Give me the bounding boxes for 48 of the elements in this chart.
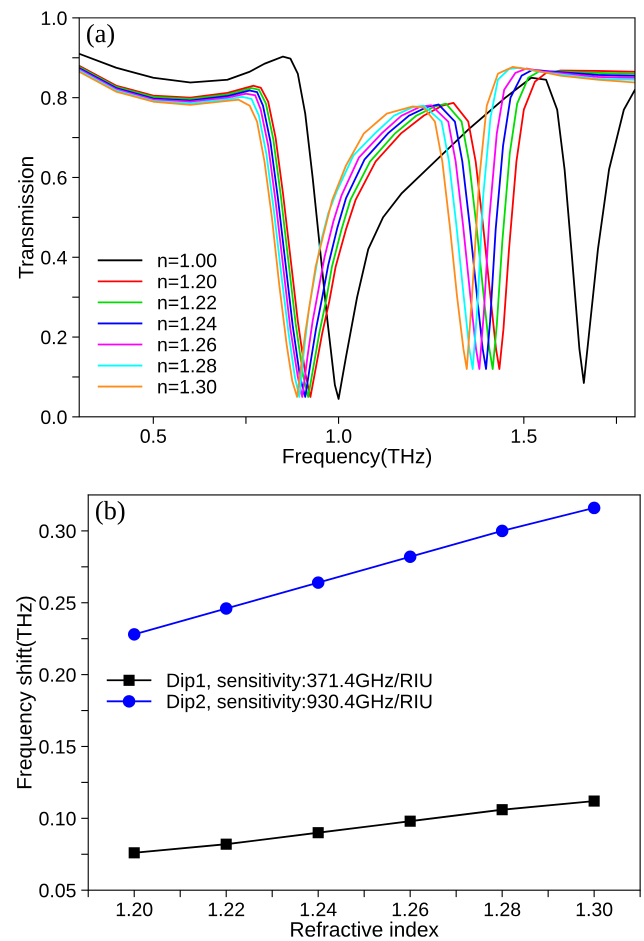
legend-label: Dip2, sensitivity:930.4GHz/RIU bbox=[168, 694, 432, 712]
y-axis-title: Transmission bbox=[18, 157, 34, 278]
y-tick-label: 0.6 bbox=[41, 170, 67, 185]
y-tick-label: 0.05 bbox=[39, 884, 76, 898]
legend-label: n=1.30 bbox=[158, 380, 216, 394]
text: 0.10 bbox=[39, 812, 76, 826]
point bbox=[312, 576, 324, 589]
y-tick-label: 0.15 bbox=[39, 740, 76, 754]
point bbox=[496, 524, 508, 538]
legend-label: n=1.28 bbox=[158, 358, 216, 373]
y-axis-title: Frequency shift(THz) bbox=[16, 596, 36, 788]
annotation: (b) bbox=[96, 500, 124, 525]
y-tick-label: 0.25 bbox=[39, 596, 76, 610]
x-tick-label: 0.5 bbox=[140, 429, 166, 443]
x-tick-label: 1.5 bbox=[512, 429, 537, 443]
x-tick-label: 1.26 bbox=[392, 902, 428, 916]
text: 1.20 bbox=[116, 902, 152, 916]
y-tick-label: 0.4 bbox=[41, 250, 67, 265]
x-tick-label: 1.24 bbox=[300, 902, 337, 916]
text: 0.0 bbox=[41, 410, 67, 424]
point bbox=[404, 816, 416, 827]
legend-label: n=1.22 bbox=[158, 296, 216, 310]
legend-label: Dip1, sensitivity:371.4GHz/RIU bbox=[168, 672, 432, 692]
legend-label: n=1.00 bbox=[158, 254, 216, 268]
legend-label: n=1.20 bbox=[158, 274, 216, 288]
legend-label: n=1.26 bbox=[158, 338, 216, 352]
point bbox=[496, 804, 508, 816]
x-axis-title: Frequency(THz) bbox=[284, 448, 432, 468]
text: 1.30 bbox=[576, 902, 612, 916]
text: 0.20 bbox=[39, 668, 76, 682]
x-axis-title: Refractive index bbox=[291, 922, 439, 937]
text: 1.0 bbox=[42, 11, 67, 26]
y-tick-label: 0.2 bbox=[41, 330, 66, 344]
annotation: (a) bbox=[87, 24, 114, 48]
point bbox=[312, 827, 324, 838]
point bbox=[588, 796, 600, 807]
point bbox=[220, 838, 232, 850]
x-tick-label: 1.22 bbox=[208, 902, 244, 916]
point bbox=[128, 628, 140, 641]
y-tick-label: 0.8 bbox=[41, 91, 67, 105]
point bbox=[404, 550, 416, 564]
text: 0.30 bbox=[39, 524, 76, 538]
text: 1.0 bbox=[326, 429, 352, 443]
legend-label: n=1.24 bbox=[158, 316, 216, 330]
point bbox=[588, 502, 600, 514]
point bbox=[128, 847, 140, 858]
x-tick-label: 1.28 bbox=[484, 902, 520, 916]
point bbox=[220, 602, 232, 615]
